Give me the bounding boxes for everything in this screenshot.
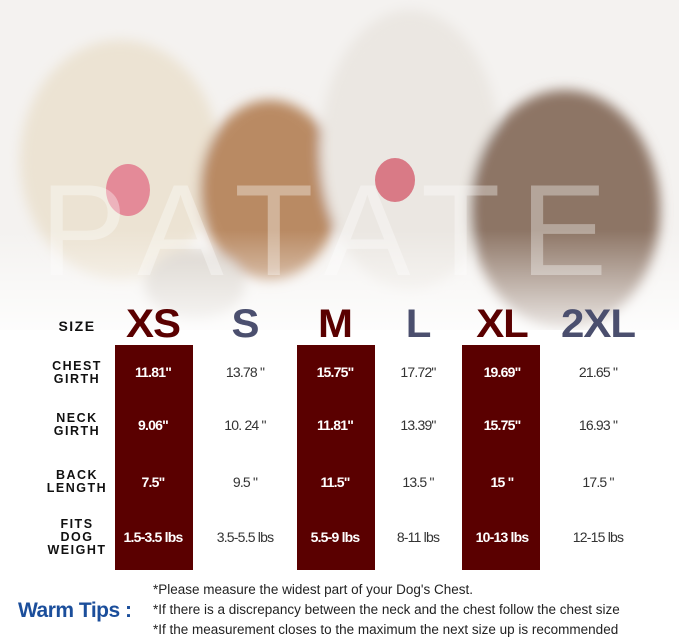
neck-value-xl: 15.75"	[483, 417, 522, 433]
chest-value-xs: 11.81"	[134, 364, 172, 380]
m-column-highlight	[297, 345, 375, 570]
warm-tips-title: Warm Tips :	[18, 599, 132, 622]
size-label: SIZE	[58, 318, 96, 334]
neck-value-l: 13.39"	[400, 417, 436, 433]
neck-value-m: 11.81"	[316, 417, 354, 433]
chest-value-s: 13.78 "	[225, 364, 265, 380]
tip-1: *Please measure the widest part of your …	[153, 582, 473, 597]
size-header-l: L	[405, 302, 432, 346]
xs-column-highlight	[115, 345, 193, 570]
tip-2: *If there is a discrepancy between the n…	[153, 602, 620, 617]
back-value-2xl: 17.5 "	[582, 474, 614, 490]
weight-value-xs: 1.5-3.5 lbs	[123, 529, 184, 545]
golden-retriever	[20, 40, 220, 280]
weight-value-s: 3.5-5.5 lbs	[216, 529, 274, 545]
back-value-m: 11.5"	[320, 474, 350, 490]
chest-value-xl: 19.69"	[483, 364, 522, 380]
chest-value-2xl: 21.65 "	[578, 364, 618, 380]
neck-value-2xl: 16.93 "	[578, 417, 618, 433]
neck-value-s: 10. 24 "	[224, 417, 266, 433]
size-header-xl: XL	[476, 302, 529, 346]
chest-value-m: 15.75"	[316, 364, 355, 380]
back-value-l: 13.5 "	[402, 474, 434, 490]
back-value-xl: 15 "	[490, 474, 515, 490]
tongue	[106, 164, 150, 216]
xl-column-highlight	[462, 345, 540, 570]
size-header-xs: XS	[126, 302, 181, 346]
size-header-m: M	[318, 302, 353, 346]
weight-value-l: 8-11 lbs	[396, 529, 440, 545]
chest-value-l: 17.72"	[400, 364, 436, 380]
weight-value-m: 5.5-9 lbs	[310, 529, 361, 545]
tip-3: *If the measurement closes to the maximu…	[153, 622, 619, 637]
back-length-label: BACK LENGTH	[46, 468, 108, 495]
chest-girth-label: CHEST GIRTH	[52, 359, 102, 386]
weight-value-xl: 10-13 lbs	[475, 529, 530, 545]
weight-value-2xl: 12-15 lbs	[572, 529, 624, 545]
white-shepherd	[320, 10, 500, 290]
neck-value-xs: 9.06"	[138, 417, 169, 433]
size-header-s: S	[231, 302, 260, 346]
back-value-xs: 7.5"	[141, 474, 166, 490]
neck-girth-label: NECK GIRTH	[53, 411, 101, 438]
back-value-s: 9.5 "	[232, 474, 258, 490]
weight-label: FITS DOG WEIGHT	[47, 517, 107, 557]
size-header-2xl: 2XL	[561, 302, 636, 346]
